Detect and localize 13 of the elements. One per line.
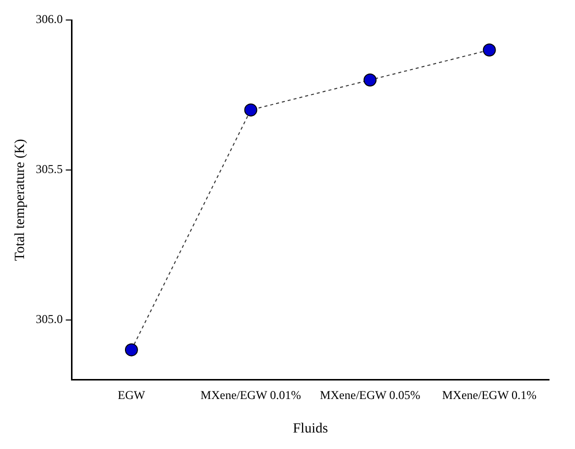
x-tick-label: EGW xyxy=(118,388,146,402)
point xyxy=(244,103,258,116)
point xyxy=(364,73,377,86)
y-tick-label: 306.0 xyxy=(36,12,63,26)
x-tick-label: MXene/EGW 0.05% xyxy=(320,388,420,402)
y-tick-label: 305.0 xyxy=(36,312,63,326)
x-axis-title: Fluids xyxy=(292,421,328,436)
x-tick-label: MXene/EGW 0.01% xyxy=(200,388,301,402)
y-tick-label: 305.5 xyxy=(36,162,63,176)
point xyxy=(124,343,138,356)
point xyxy=(482,43,496,56)
y-axis-title: Total temperature (K) xyxy=(13,138,28,261)
x-tick-label: MXene/EGW 0.1% xyxy=(442,388,537,402)
